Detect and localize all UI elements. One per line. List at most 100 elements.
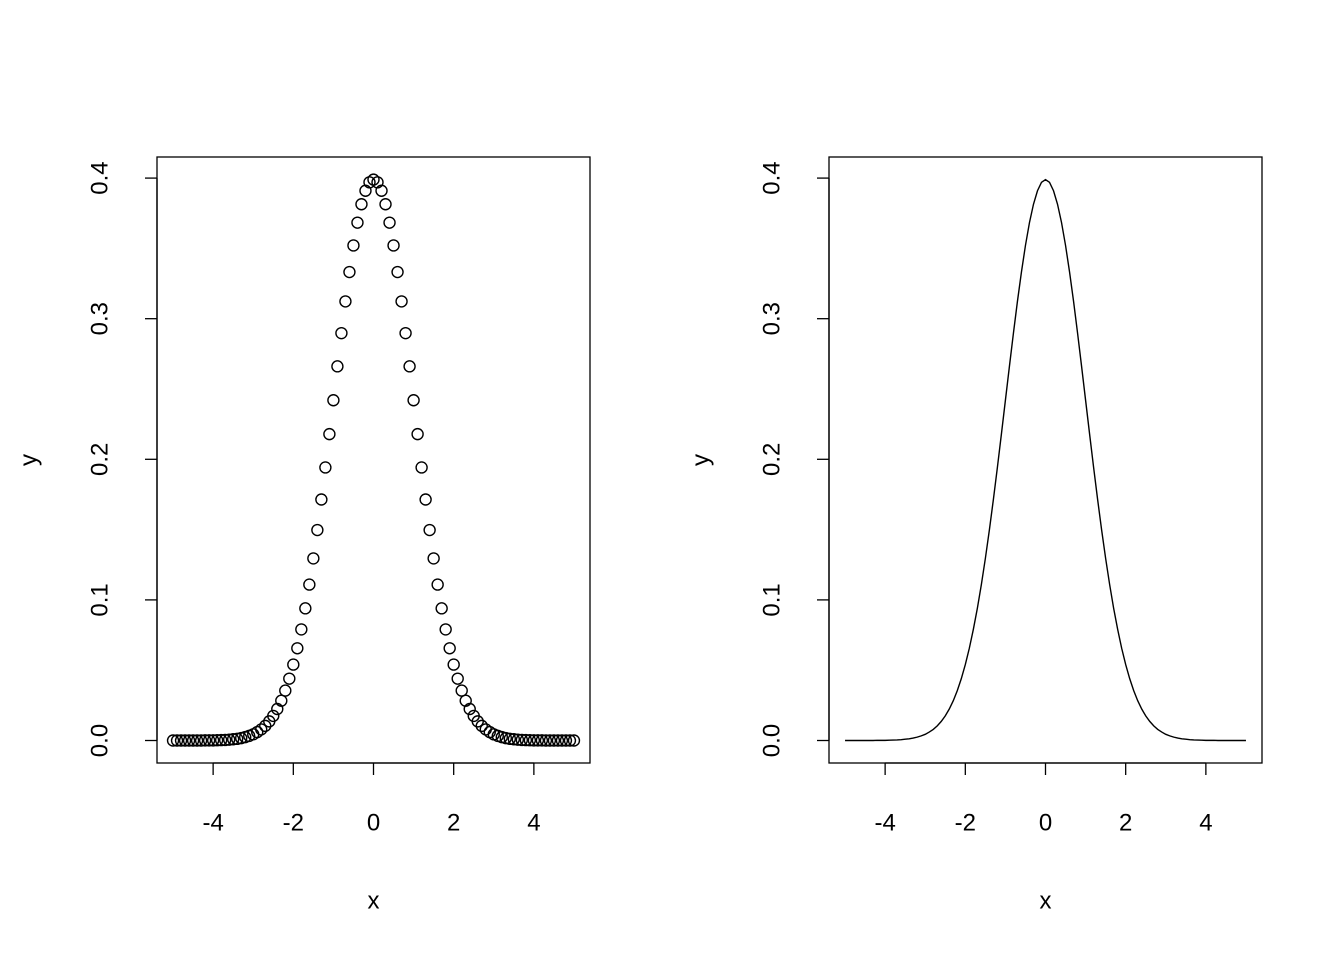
x-tick-label: -2 (955, 809, 976, 836)
point (291, 642, 304, 655)
point (255, 723, 268, 736)
curve (845, 178, 1246, 742)
point (431, 578, 444, 591)
x-axis-label: x (1040, 887, 1052, 914)
panel: -4 -2 0 2 4 0.0 0.1 0.2 0.3 0.4 x y (15, 156, 591, 914)
point (499, 731, 513, 745)
point (555, 734, 569, 747)
point (339, 295, 352, 308)
point (222, 733, 236, 746)
point (423, 523, 436, 537)
point (383, 216, 396, 229)
point (218, 733, 232, 747)
point (419, 493, 432, 506)
y-tick-label: 0.0 (86, 724, 113, 757)
point (307, 552, 320, 565)
y-tick-label: 0.2 (758, 443, 785, 476)
point (279, 684, 292, 697)
plot-frame (156, 156, 591, 764)
point (299, 602, 312, 615)
x-tick-label: 2 (447, 809, 460, 836)
y-tick-label: 0.1 (86, 583, 113, 616)
point (435, 602, 448, 615)
point (214, 733, 228, 747)
point (427, 552, 440, 565)
point (463, 702, 476, 716)
point (543, 734, 557, 747)
point (471, 715, 484, 728)
point (443, 642, 456, 655)
point (194, 734, 208, 747)
point (226, 733, 240, 746)
point (335, 326, 348, 340)
point (539, 734, 553, 747)
point (230, 732, 244, 746)
y-axis-label: y (15, 454, 42, 466)
point (407, 394, 420, 407)
point (511, 733, 525, 746)
y-tick-label: 0.4 (758, 161, 785, 194)
y-tick-label: 0.3 (86, 302, 113, 335)
point (283, 672, 296, 685)
point (395, 295, 408, 308)
x-tick-label: -4 (874, 809, 895, 836)
point (531, 734, 545, 747)
point (507, 733, 521, 746)
point (515, 733, 529, 747)
point (411, 427, 424, 441)
point (190, 734, 204, 747)
point (343, 265, 356, 279)
point (259, 719, 272, 733)
point (551, 734, 565, 747)
point (182, 734, 196, 747)
point (535, 734, 549, 747)
point (174, 734, 188, 747)
point (323, 427, 336, 441)
point (303, 578, 316, 591)
point (206, 734, 220, 747)
x-axis-label: x (368, 887, 380, 914)
point (387, 239, 400, 252)
point (415, 461, 428, 474)
x-tick-label: 2 (1119, 809, 1132, 836)
plot-frame (828, 156, 1263, 764)
point (547, 734, 561, 747)
point (178, 734, 192, 747)
point (355, 198, 368, 211)
panel: -4 -2 0 2 4 0.0 0.1 0.2 0.3 0.4 x y (687, 156, 1263, 914)
point (447, 658, 460, 671)
point (527, 734, 541, 747)
point (403, 360, 416, 373)
point (311, 523, 324, 537)
x-tick-label: 0 (1039, 809, 1052, 836)
point (210, 734, 224, 747)
point (166, 734, 180, 747)
point (319, 461, 332, 474)
point (331, 360, 344, 373)
point (455, 684, 468, 697)
point (399, 326, 412, 340)
point (379, 198, 392, 211)
x-tick-label: -2 (283, 809, 304, 836)
point (198, 734, 212, 747)
point (567, 734, 581, 747)
x-tick-label: 4 (1199, 809, 1212, 836)
point (327, 394, 340, 407)
point (267, 709, 280, 723)
x-tick-label: 0 (367, 809, 380, 836)
point (351, 216, 364, 229)
y-tick-label: 0.3 (758, 302, 785, 335)
point (170, 734, 184, 747)
y-tick-label: 0.4 (86, 161, 113, 194)
point (503, 732, 517, 746)
point (287, 658, 300, 671)
y-tick-label: 0.2 (86, 443, 113, 476)
x-tick-label: -4 (202, 809, 223, 836)
y-axis-label: y (687, 454, 714, 466)
point (315, 493, 328, 506)
point (475, 719, 488, 733)
point (391, 265, 404, 279)
point (375, 184, 388, 197)
point (439, 623, 452, 636)
